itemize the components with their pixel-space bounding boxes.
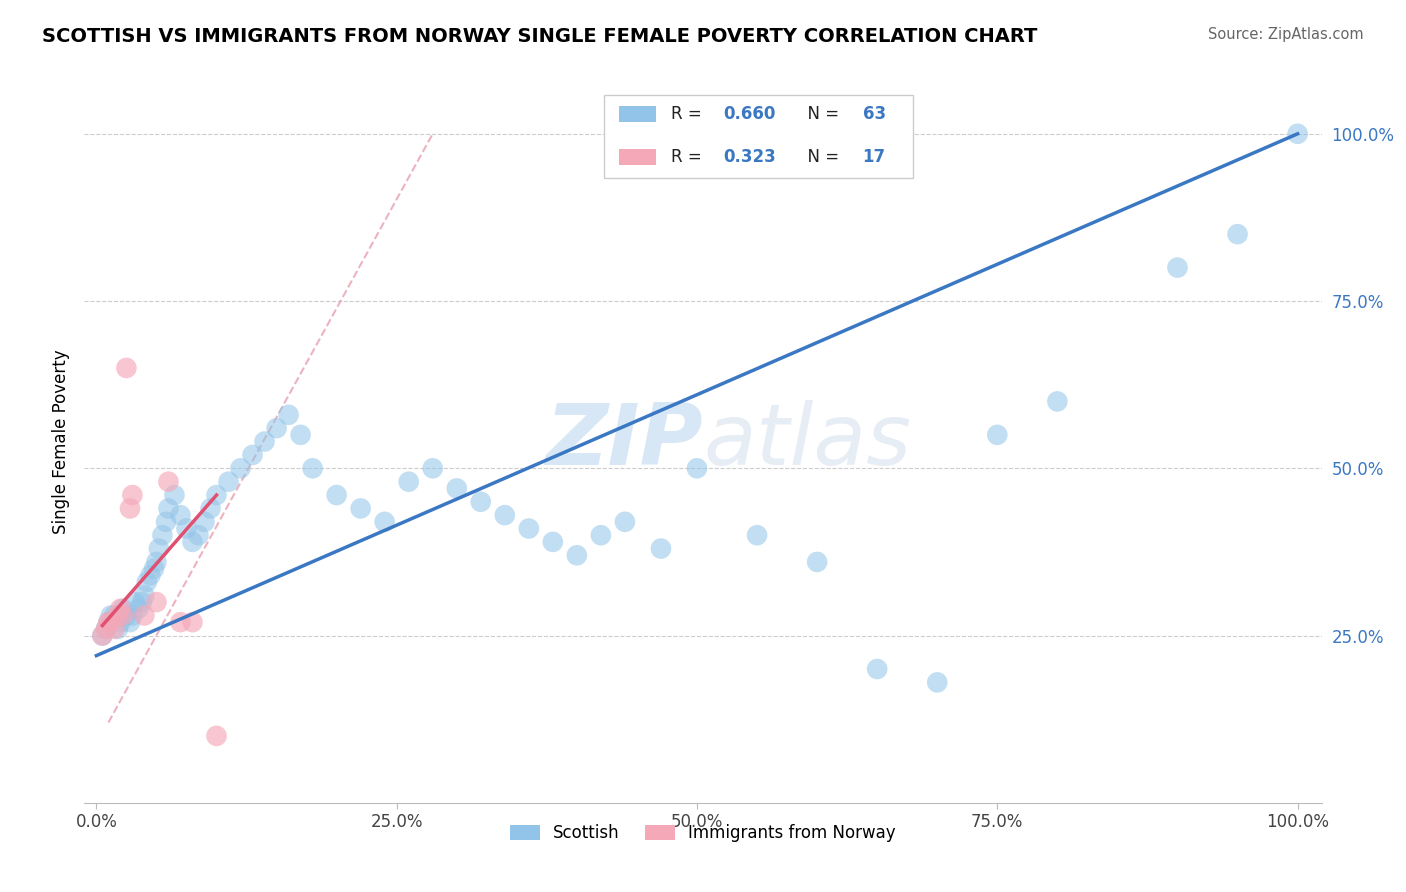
Point [205, 729, 228, 743]
Point [107, 608, 129, 623]
Text: Source: ZipAtlas.com: Source: ZipAtlas.com [1208, 27, 1364, 42]
FancyBboxPatch shape [619, 149, 657, 165]
Point [1166, 260, 1188, 275]
Point [350, 501, 373, 516]
FancyBboxPatch shape [605, 95, 914, 178]
Point [121, 488, 143, 502]
Point [163, 488, 186, 502]
Point [115, 608, 138, 623]
Point [650, 541, 672, 556]
Point [97, 615, 120, 630]
Point [470, 494, 492, 508]
Point [806, 555, 828, 569]
Point [398, 475, 420, 489]
Point [181, 615, 204, 630]
Point [143, 562, 166, 576]
Point [927, 675, 949, 690]
Text: R =: R = [671, 148, 707, 166]
Point [686, 461, 709, 475]
Point [155, 515, 177, 529]
Point [446, 482, 468, 496]
Point [107, 622, 129, 636]
Point [139, 568, 162, 582]
Point [290, 427, 312, 442]
Point [541, 534, 564, 549]
Point [193, 515, 215, 529]
Point [169, 508, 191, 523]
Point [205, 488, 228, 502]
Point [986, 427, 1008, 442]
Text: N =: N = [797, 148, 845, 166]
Point [266, 421, 288, 435]
Point [157, 475, 180, 489]
Point [277, 408, 299, 422]
Point [422, 461, 444, 475]
Point [135, 575, 157, 590]
Point [145, 595, 167, 609]
Point [517, 521, 540, 535]
Point [218, 475, 240, 489]
Point [229, 461, 252, 475]
Text: atlas: atlas [703, 400, 911, 483]
Text: SCOTTISH VS IMMIGRANTS FROM NORWAY SINGLE FEMALE POVERTY CORRELATION CHART: SCOTTISH VS IMMIGRANTS FROM NORWAY SINGL… [42, 27, 1038, 45]
Point [565, 548, 588, 563]
Point [111, 608, 134, 623]
Point [589, 528, 612, 542]
Point [131, 595, 153, 609]
Point [1286, 127, 1309, 141]
Text: R =: R = [671, 105, 707, 123]
Point [301, 461, 323, 475]
Point [103, 622, 125, 636]
Point [1226, 227, 1249, 242]
Text: ZIP: ZIP [546, 400, 703, 483]
Point [118, 615, 141, 630]
Point [100, 608, 122, 623]
Point [118, 501, 141, 516]
Text: 0.660: 0.660 [723, 105, 775, 123]
Legend: Scottish, Immigrants from Norway: Scottish, Immigrants from Norway [503, 817, 903, 848]
Point [181, 534, 204, 549]
Point [176, 521, 198, 535]
Point [91, 628, 114, 642]
Point [145, 555, 167, 569]
Point [169, 615, 191, 630]
Point [242, 448, 264, 462]
Text: 0.323: 0.323 [723, 148, 776, 166]
Point [127, 602, 149, 616]
Point [152, 528, 174, 542]
Point [134, 608, 156, 623]
Point [745, 528, 768, 542]
Point [111, 602, 134, 616]
Y-axis label: Single Female Poverty: Single Female Poverty [52, 350, 70, 533]
Point [253, 434, 276, 449]
Point [97, 615, 120, 630]
Point [1046, 394, 1069, 409]
Point [94, 622, 117, 636]
Point [325, 488, 347, 502]
Point [103, 608, 125, 623]
Text: 17: 17 [863, 148, 886, 166]
Point [121, 608, 143, 623]
Point [613, 515, 636, 529]
Point [148, 541, 170, 556]
Point [110, 602, 132, 616]
Point [494, 508, 516, 523]
Point [374, 515, 396, 529]
Point [91, 628, 114, 642]
Point [866, 662, 889, 676]
Text: N =: N = [797, 105, 845, 123]
Point [100, 615, 122, 630]
Text: 63: 63 [863, 105, 886, 123]
Point [134, 589, 156, 603]
Point [124, 595, 146, 609]
Point [94, 622, 117, 636]
FancyBboxPatch shape [619, 106, 657, 122]
Point [115, 361, 138, 376]
Point [157, 501, 180, 516]
Point [200, 501, 222, 516]
Point [110, 615, 132, 630]
Point [187, 528, 209, 542]
